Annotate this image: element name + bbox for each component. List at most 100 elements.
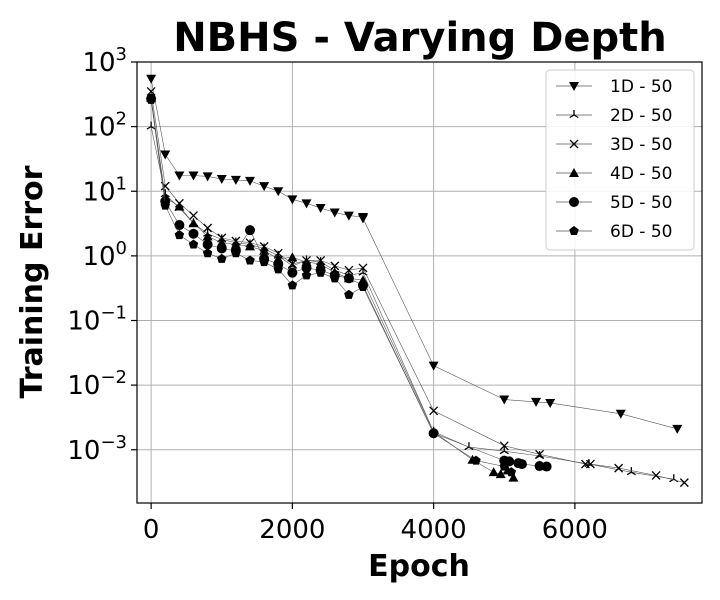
data-point	[287, 195, 298, 205]
x-tick-label: 4000	[401, 515, 467, 545]
legend-marker	[569, 197, 579, 207]
legend-label: 3D - 50	[610, 135, 672, 155]
data-point	[216, 253, 227, 263]
legend-label: 4D - 50	[610, 164, 672, 184]
legend-label: 6D - 50	[610, 222, 672, 242]
data-point	[174, 220, 185, 231]
data-point	[273, 187, 284, 197]
data-point	[160, 200, 171, 210]
data-point	[273, 264, 284, 274]
data-point	[245, 241, 255, 251]
data-point	[541, 461, 552, 472]
legend-marker	[569, 110, 579, 119]
data-point	[499, 441, 509, 451]
data-point	[495, 469, 506, 479]
data-point	[216, 174, 227, 184]
data-point	[516, 459, 527, 470]
y-tick-label: 103	[82, 44, 127, 78]
data-point	[315, 204, 326, 214]
legend-marker	[569, 139, 579, 149]
series-5	[146, 93, 552, 472]
legend-entry[interactable]: 1D - 50	[556, 77, 672, 97]
legend-entry[interactable]: 4D - 50	[556, 164, 672, 184]
data-point	[231, 248, 241, 258]
plot-series	[146, 74, 689, 488]
data-point	[499, 395, 510, 405]
data-point	[301, 262, 312, 273]
legend-marker	[569, 168, 579, 177]
data-point	[230, 239, 241, 249]
data-point	[259, 257, 269, 267]
x-tick-label: 2000	[259, 515, 325, 545]
data-point	[146, 74, 157, 84]
data-point	[585, 459, 595, 469]
data-point	[245, 225, 255, 236]
y-tick-label: 10−2	[67, 367, 127, 401]
data-point	[202, 239, 213, 250]
data-point	[174, 201, 185, 211]
data-point	[202, 248, 213, 258]
data-point	[358, 214, 368, 224]
series-4	[146, 92, 519, 482]
data-point	[301, 199, 312, 209]
data-point	[508, 472, 519, 482]
data-point	[146, 94, 156, 104]
plot-frame	[136, 61, 703, 504]
data-point	[273, 248, 283, 258]
legend-label: 2D - 50	[610, 106, 672, 126]
y-tick-label: 102	[82, 109, 127, 143]
series-line	[150, 99, 512, 473]
data-point	[428, 428, 439, 438]
y-tick-label: 100	[82, 238, 127, 272]
x-tick-label: 6000	[542, 515, 608, 545]
x-tick-label: 0	[143, 515, 160, 545]
data-point	[174, 230, 185, 240]
x-axis-label: Epoch	[368, 549, 470, 584]
legend-entry[interactable]: 6D - 50	[556, 222, 672, 242]
data-point	[315, 258, 326, 268]
data-point	[614, 463, 624, 473]
legend[interactable]: 1D - 50 2D - 50 3D - 50 4D - 50 5D - 50 6D - …	[545, 69, 695, 251]
data-point	[330, 261, 340, 271]
data-point	[245, 176, 255, 186]
data-point	[189, 211, 198, 221]
data-point	[429, 406, 439, 416]
series-6	[146, 94, 517, 477]
data-point	[651, 471, 661, 480]
data-point	[626, 467, 636, 476]
legend-entry[interactable]: 5D - 50	[556, 193, 672, 213]
data-point	[146, 121, 156, 130]
legend-marker	[569, 226, 579, 236]
data-point	[259, 245, 270, 255]
data-point	[329, 273, 340, 283]
data-point	[343, 273, 354, 284]
data-point	[160, 150, 171, 160]
data-point	[146, 87, 156, 96]
legend-marker	[569, 82, 579, 91]
legend-entry[interactable]: 2D - 50	[556, 106, 672, 126]
data-point	[344, 265, 354, 275]
data-point	[245, 255, 255, 265]
data-point	[315, 267, 326, 277]
legend-entry[interactable]: 3D - 50	[556, 135, 672, 155]
data-point	[488, 467, 499, 477]
data-point	[358, 281, 368, 292]
data-point	[287, 267, 298, 278]
data-point	[329, 208, 340, 218]
data-point	[535, 449, 545, 459]
data-point	[471, 455, 481, 465]
data-point	[506, 467, 517, 477]
data-point	[188, 171, 199, 181]
data-point	[230, 175, 241, 185]
data-point	[358, 263, 368, 273]
data-point	[259, 182, 270, 192]
data-point	[174, 171, 185, 181]
legend-label: 1D - 50	[610, 77, 672, 97]
data-point	[615, 409, 626, 419]
data-point	[216, 243, 227, 254]
data-point	[188, 218, 199, 228]
series-1	[146, 74, 683, 434]
data-point	[287, 280, 298, 290]
data-point	[531, 397, 542, 407]
